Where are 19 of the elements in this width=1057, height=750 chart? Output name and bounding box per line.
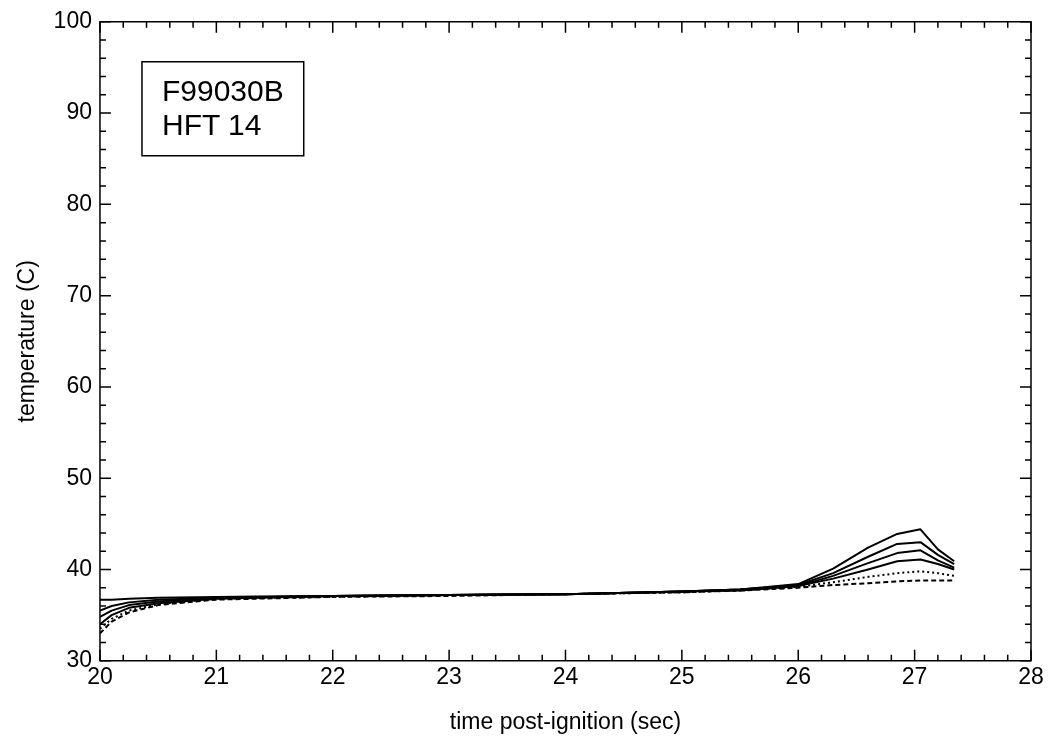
y-tick-label: 50: [66, 463, 92, 490]
y-axis-title: temperature (C): [13, 260, 40, 423]
y-tick-label: 80: [66, 189, 92, 216]
x-tick-label: 23: [436, 662, 462, 689]
x-axis-title: time post-ignition (sec): [449, 707, 682, 734]
x-tick-label: 25: [669, 662, 695, 689]
annotation: F99030B: [161, 74, 284, 108]
x-tick-label: 24: [552, 662, 579, 689]
x-tick-label: 21: [203, 662, 230, 689]
x-tick-label: 27: [901, 662, 928, 689]
y-tick-label: 90: [66, 98, 92, 125]
y-tick-label: 70: [66, 281, 92, 307]
y-tick-label: 100: [53, 7, 92, 34]
y-tick-label: 60: [66, 372, 92, 399]
x-tick-label: 22: [319, 662, 346, 689]
annotation: HFT 14: [161, 108, 262, 142]
x-tick-label: 26: [785, 662, 812, 689]
y-tick-label: 40: [66, 554, 92, 581]
x-tick-label: 28: [1018, 662, 1044, 689]
